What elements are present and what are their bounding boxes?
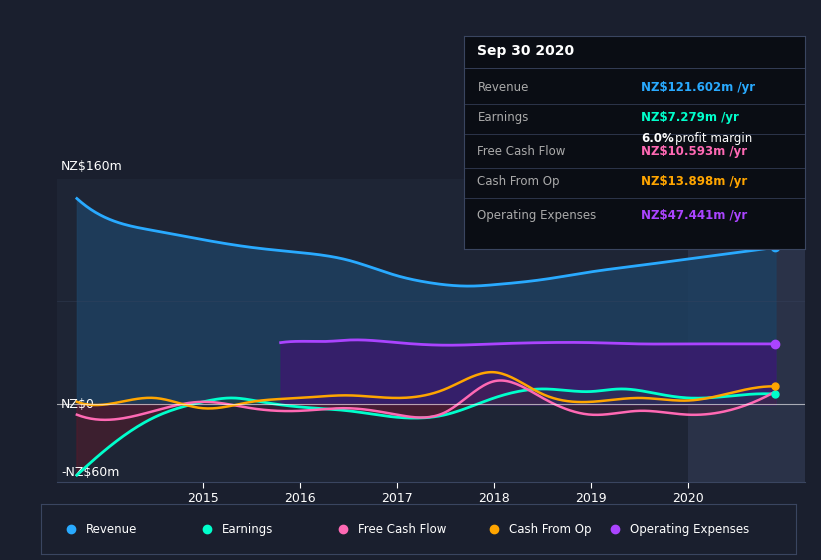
Text: NZ$47.441m /yr: NZ$47.441m /yr bbox=[641, 209, 747, 222]
Text: Free Cash Flow: Free Cash Flow bbox=[358, 522, 447, 536]
Text: Operating Expenses: Operating Expenses bbox=[478, 209, 597, 222]
Text: NZ$10.593m /yr: NZ$10.593m /yr bbox=[641, 145, 747, 158]
Text: Revenue: Revenue bbox=[86, 522, 138, 536]
Text: -NZ$60m: -NZ$60m bbox=[62, 465, 120, 479]
Text: Operating Expenses: Operating Expenses bbox=[631, 522, 750, 536]
Text: Cash From Op: Cash From Op bbox=[509, 522, 592, 536]
Bar bbox=[688, 179, 821, 482]
Text: Revenue: Revenue bbox=[478, 81, 529, 94]
Text: NZ$7.279m /yr: NZ$7.279m /yr bbox=[641, 111, 739, 124]
Text: 6.0%: 6.0% bbox=[641, 132, 674, 145]
Text: Free Cash Flow: Free Cash Flow bbox=[478, 145, 566, 158]
Text: Earnings: Earnings bbox=[222, 522, 273, 536]
Text: NZ$121.602m /yr: NZ$121.602m /yr bbox=[641, 81, 755, 94]
Text: Cash From Op: Cash From Op bbox=[478, 175, 560, 188]
Text: Earnings: Earnings bbox=[478, 111, 529, 124]
Text: NZ$13.898m /yr: NZ$13.898m /yr bbox=[641, 175, 747, 188]
Text: profit margin: profit margin bbox=[675, 132, 752, 145]
Text: NZ$160m: NZ$160m bbox=[62, 160, 123, 173]
Text: NZ$0: NZ$0 bbox=[62, 398, 95, 411]
Text: Sep 30 2020: Sep 30 2020 bbox=[478, 44, 575, 58]
